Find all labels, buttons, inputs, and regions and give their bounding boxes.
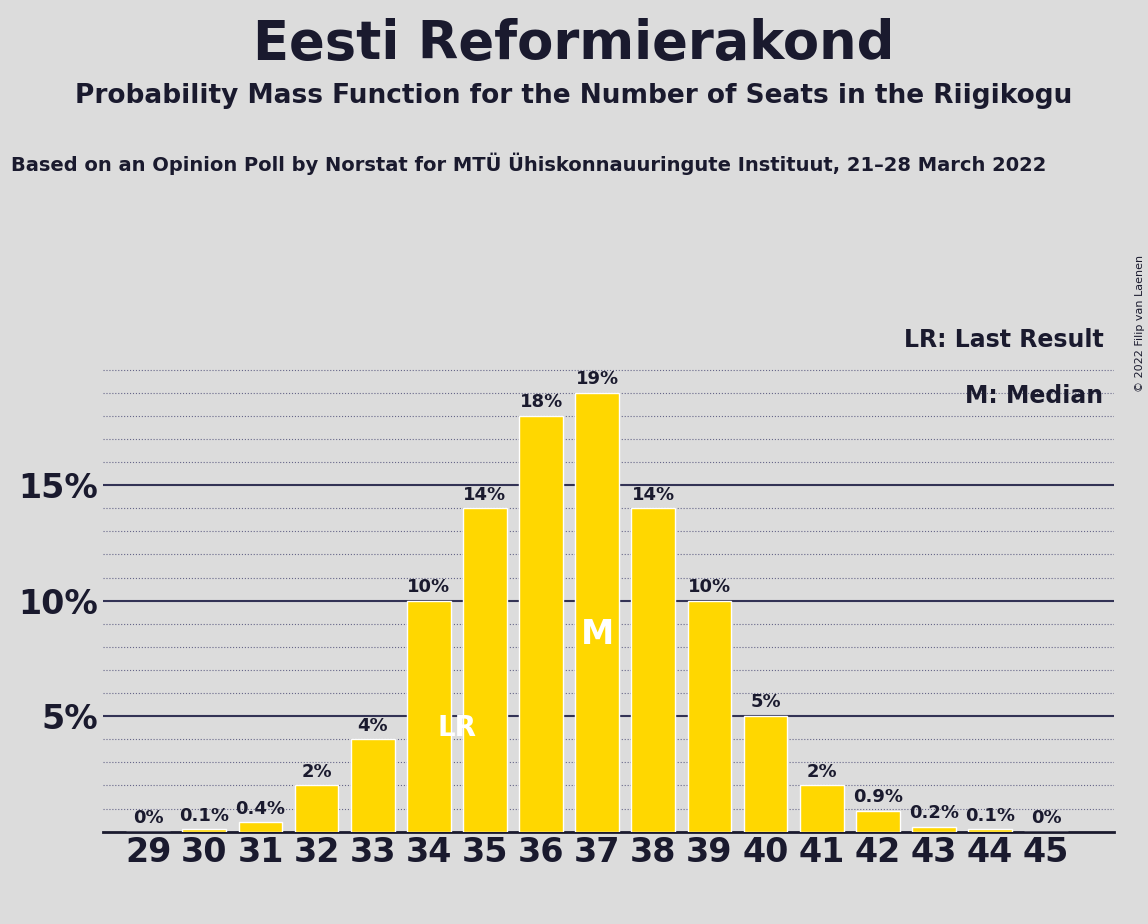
Bar (406, 601, 451, 832)
Bar (744, 716, 788, 832)
Bar (295, 785, 339, 832)
Text: © 2022 Filip van Laenen: © 2022 Filip van Laenen (1135, 255, 1145, 392)
Text: 2%: 2% (301, 763, 332, 781)
Bar (575, 393, 619, 832)
Text: 14%: 14% (464, 486, 506, 504)
Text: 0.1%: 0.1% (965, 807, 1015, 824)
Text: 0.2%: 0.2% (909, 805, 959, 822)
Text: 0.4%: 0.4% (235, 800, 286, 818)
Text: Probability Mass Function for the Number of Seats in the Riigikogu: Probability Mass Function for the Number… (76, 83, 1072, 109)
Bar (800, 785, 844, 832)
Bar (631, 508, 675, 832)
Bar (463, 508, 507, 832)
Bar (688, 601, 731, 832)
Text: M: Median: M: Median (965, 384, 1103, 408)
Bar (183, 830, 226, 832)
Text: 19%: 19% (575, 371, 619, 388)
Text: 14%: 14% (631, 486, 675, 504)
Text: Based on an Opinion Poll by Norstat for MTÜ Ühiskonnauuringute Instituut, 21–28 : Based on an Opinion Poll by Norstat for … (11, 152, 1047, 175)
Text: 10%: 10% (408, 578, 450, 596)
Text: 0%: 0% (1031, 809, 1062, 827)
Bar (351, 739, 395, 832)
Bar (856, 811, 900, 832)
Text: M: M (581, 617, 614, 650)
Text: 0.9%: 0.9% (853, 788, 902, 806)
Text: 2%: 2% (806, 763, 837, 781)
Bar (519, 416, 563, 832)
Text: 0%: 0% (133, 809, 163, 827)
Bar (968, 830, 1013, 832)
Text: 5%: 5% (751, 694, 781, 711)
Text: 18%: 18% (519, 394, 563, 411)
Text: 10%: 10% (688, 578, 731, 596)
Text: 0.1%: 0.1% (179, 807, 230, 824)
Text: LR: Last Result: LR: Last Result (903, 328, 1103, 352)
Bar (912, 827, 956, 832)
Bar (239, 822, 282, 832)
Text: 4%: 4% (357, 717, 388, 735)
Text: Eesti Reformierakond: Eesti Reformierakond (254, 18, 894, 70)
Text: LR: LR (437, 713, 476, 742)
